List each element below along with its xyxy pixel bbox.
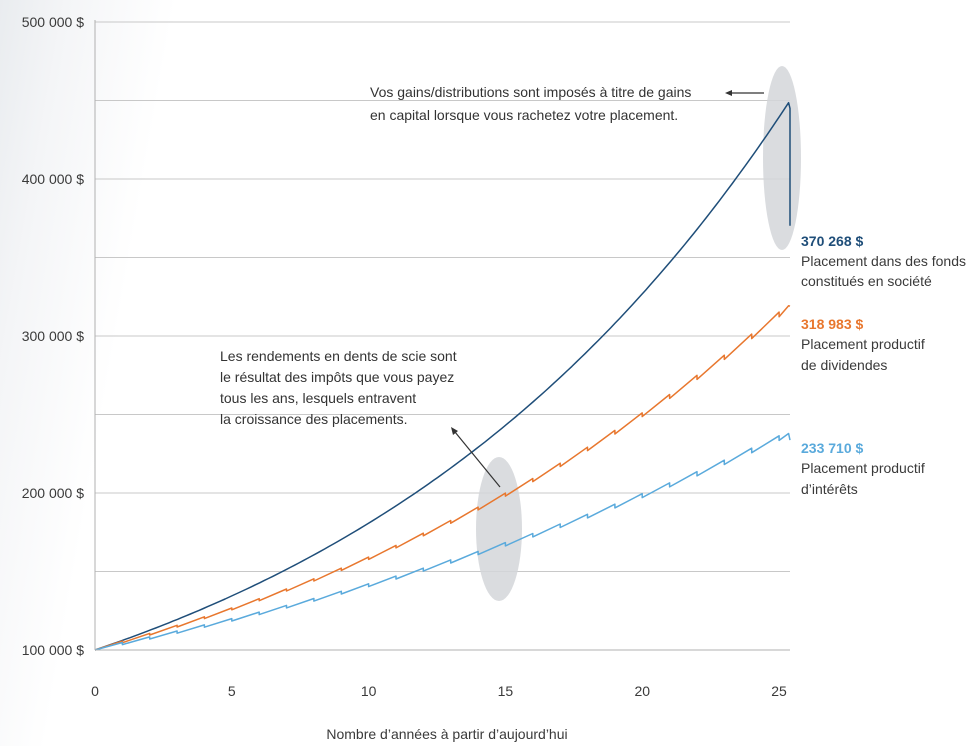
annotation-line: Les rendements en dents de scie sont bbox=[220, 348, 457, 364]
x-tick-label: 25 bbox=[771, 683, 787, 699]
x-tick-label: 0 bbox=[91, 683, 99, 699]
x-tick-label: 5 bbox=[228, 683, 236, 699]
y-tick-label: 200 000 $ bbox=[22, 485, 84, 501]
series-line-1 bbox=[94, 304, 791, 651]
y-tick-label: 300 000 $ bbox=[22, 328, 84, 344]
x-axis-label: Nombre d’années à partir d’aujourd’hui bbox=[326, 726, 567, 742]
end-value-corporate: 370 268 $ bbox=[801, 233, 863, 249]
series-label-dividends-line2: de dividendes bbox=[801, 357, 887, 373]
series-lines bbox=[94, 101, 791, 651]
sawtooth-highlight-ellipse bbox=[476, 457, 522, 601]
series-label-interest-line1: Placement productif bbox=[801, 460, 925, 476]
series-label-corporate-line1: Placement dans des fonds bbox=[801, 253, 966, 269]
annotation-line: tous les ans, lesquels entravent bbox=[220, 390, 416, 406]
annotation-capital-gains: Vos gains/distributions sont imposés à t… bbox=[370, 84, 695, 123]
end-value-interest: 233 710 $ bbox=[801, 440, 863, 456]
y-tick-label: 500 000 $ bbox=[22, 14, 84, 30]
series-label-dividends-line1: Placement productif bbox=[801, 336, 925, 352]
annotation-sawtooth: Les rendements en dents de scie sont le … bbox=[220, 348, 460, 427]
end-label-dividends: 318 983 $ Placement productif de dividen… bbox=[801, 316, 925, 373]
end-value-dividends: 318 983 $ bbox=[801, 316, 863, 332]
gridlines bbox=[95, 21, 790, 572]
arrow-sawtooth bbox=[451, 427, 501, 488]
y-tick-label: 100 000 $ bbox=[22, 642, 84, 658]
buyout-highlight-ellipse bbox=[763, 66, 801, 250]
annotation-line: Vos gains/distributions sont imposés à t… bbox=[370, 84, 691, 100]
series-label-corporate-line2: constitués en société bbox=[801, 273, 932, 289]
end-label-interest: 233 710 $ Placement productif d’intérêts bbox=[801, 440, 925, 497]
annotation-line: la croissance des placements. bbox=[220, 411, 408, 427]
end-label-corporate: 370 268 $ Placement dans des fonds const… bbox=[801, 233, 966, 289]
y-tick-label: 400 000 $ bbox=[22, 171, 84, 187]
series-label-interest-line2: d’intérêts bbox=[801, 481, 858, 497]
arrow-capital-gains bbox=[725, 90, 764, 96]
series-line-2 bbox=[94, 432, 791, 651]
x-tick-label: 20 bbox=[634, 683, 650, 699]
annotation-line: en capital lorsque vous rachetez votre p… bbox=[370, 107, 678, 123]
series-line-0 bbox=[94, 101, 791, 651]
highlight-ellipses bbox=[476, 66, 801, 601]
x-tick-label: 10 bbox=[361, 683, 377, 699]
x-tick-label: 15 bbox=[498, 683, 514, 699]
annotation-line: le résultat des impôts que vous payez bbox=[220, 369, 454, 385]
axes: 100 000 $ 200 000 $ 300 000 $ 400 000 $ 500 … bbox=[22, 14, 790, 699]
